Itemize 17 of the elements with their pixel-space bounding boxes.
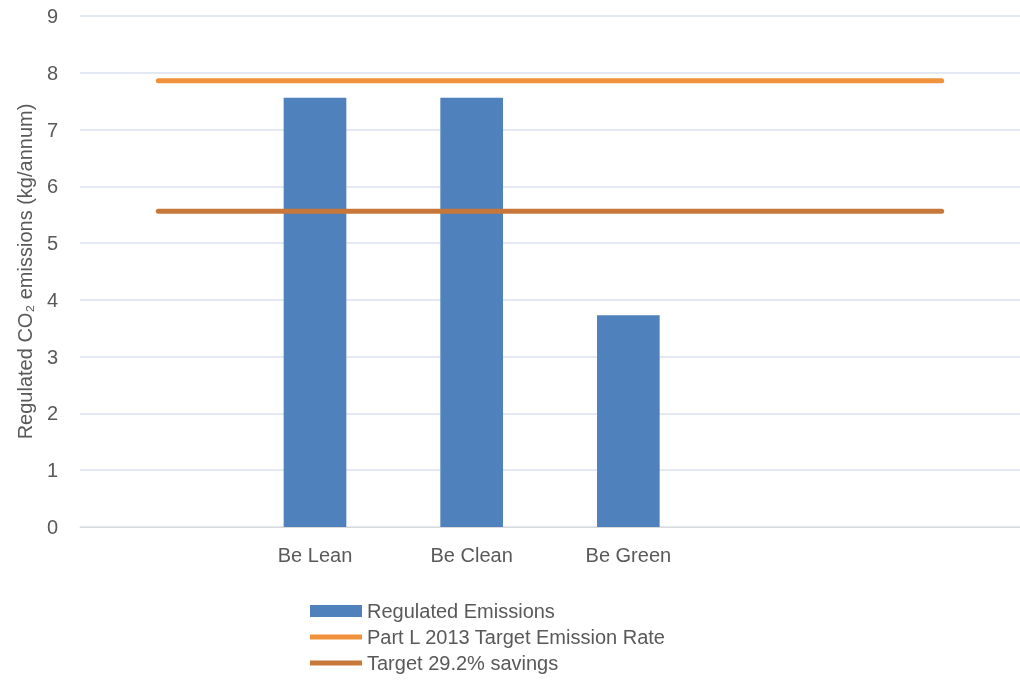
- x-tick-label: Be Clean: [430, 544, 513, 566]
- x-tick-label: Be Green: [585, 544, 672, 566]
- y-tick-label: 0: [46, 516, 58, 538]
- y-tick-label: 1: [46, 459, 58, 482]
- y-tick-label: 2: [46, 402, 58, 425]
- y-tick-label: 5: [46, 232, 58, 255]
- y-tick-label: 4: [46, 288, 58, 311]
- x-tick-label: Be Lean: [277, 544, 353, 566]
- y-tick-label: 3: [46, 345, 58, 368]
- y-tick-label: 8: [46, 61, 58, 84]
- y-tick-label: 9: [46, 5, 58, 27]
- y-tick-label: 6: [46, 175, 58, 198]
- legend-label: Target 29.2% savings: [367, 652, 559, 674]
- legend-label: Part L 2013 Target Emission Rate: [367, 626, 665, 648]
- y-tick-label: 7: [46, 118, 58, 141]
- legend-label: Regulated Emissions: [367, 600, 555, 622]
- y-axis-title: Regulated CO₂ emissions (kg/annum): [14, 103, 36, 440]
